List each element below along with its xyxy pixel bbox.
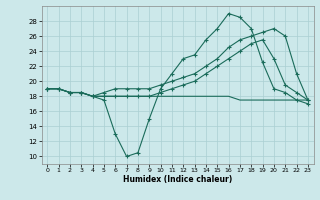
X-axis label: Humidex (Indice chaleur): Humidex (Indice chaleur) bbox=[123, 175, 232, 184]
